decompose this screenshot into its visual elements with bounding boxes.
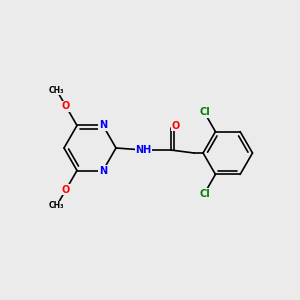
Text: Cl: Cl (199, 188, 210, 199)
Text: O: O (172, 121, 180, 131)
Text: O: O (62, 185, 70, 195)
Text: CH₃: CH₃ (49, 86, 64, 95)
Text: N: N (99, 166, 107, 176)
Text: Cl: Cl (199, 107, 210, 118)
Text: CH₃: CH₃ (49, 201, 64, 210)
Text: N: N (99, 121, 107, 130)
Text: O: O (62, 101, 70, 111)
Text: NH: NH (135, 145, 152, 155)
